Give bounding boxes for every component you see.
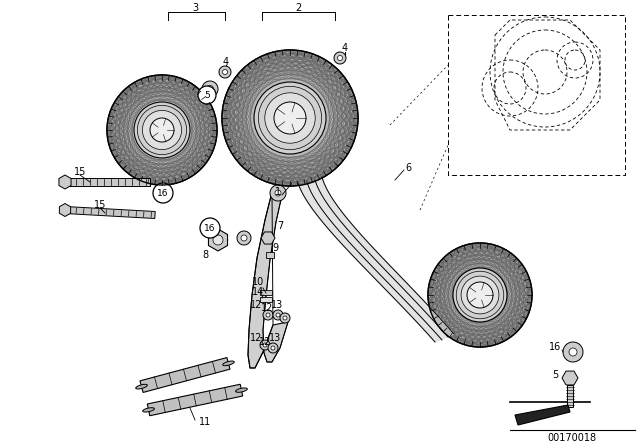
Ellipse shape [143,408,154,412]
Polygon shape [270,185,286,201]
Polygon shape [209,229,228,251]
Text: 3: 3 [192,3,198,13]
Polygon shape [248,192,288,368]
Polygon shape [563,342,583,362]
Circle shape [265,93,315,143]
Text: 11: 11 [199,417,211,427]
Polygon shape [241,235,247,241]
Text: 12: 12 [250,300,262,310]
Polygon shape [207,86,214,92]
Text: 9: 9 [272,243,278,253]
Polygon shape [260,340,270,350]
Circle shape [274,102,306,134]
Polygon shape [337,56,342,60]
Ellipse shape [136,384,147,389]
Text: 16: 16 [549,342,561,352]
Polygon shape [59,175,71,189]
Ellipse shape [236,388,247,392]
Text: 13: 13 [271,300,283,310]
Polygon shape [140,358,230,392]
Bar [567,385,573,407]
Text: 1: 1 [275,187,281,197]
Text: 15: 15 [94,200,106,210]
Polygon shape [569,348,577,356]
Circle shape [134,102,190,158]
Polygon shape [266,313,270,317]
Text: 8: 8 [202,250,208,260]
Bar [260,290,272,295]
Text: 5: 5 [204,90,210,99]
Polygon shape [147,384,243,416]
Text: 4: 4 [223,57,229,67]
Text: 13: 13 [269,333,281,343]
Text: 15: 15 [74,167,86,177]
Polygon shape [261,232,275,244]
Circle shape [254,82,326,154]
Polygon shape [223,69,227,74]
Polygon shape [273,310,283,320]
Polygon shape [280,313,290,323]
Polygon shape [237,231,251,245]
Text: 2: 2 [295,3,301,13]
Polygon shape [276,313,280,317]
Text: 16: 16 [204,224,216,233]
Circle shape [142,110,182,150]
Circle shape [200,218,220,238]
Polygon shape [271,346,275,350]
Text: 12: 12 [250,333,262,343]
Polygon shape [65,178,150,186]
Circle shape [222,50,358,186]
Polygon shape [275,190,281,196]
Text: 4: 4 [342,43,348,53]
Polygon shape [283,316,287,320]
Circle shape [428,243,532,347]
Text: 6: 6 [405,163,411,173]
Circle shape [150,118,174,142]
Polygon shape [65,207,155,219]
Circle shape [461,276,499,314]
Ellipse shape [223,361,234,366]
Circle shape [213,235,223,245]
Bar [266,252,274,258]
Bar [260,297,272,302]
Circle shape [453,268,507,322]
Text: 12: 12 [259,337,271,347]
Polygon shape [60,203,70,216]
Polygon shape [263,310,273,320]
Text: 00170018: 00170018 [547,433,596,443]
Text: 5: 5 [552,370,558,380]
Polygon shape [562,371,578,385]
Circle shape [153,183,173,203]
Circle shape [107,75,217,185]
Polygon shape [219,66,231,78]
Circle shape [467,282,493,308]
Polygon shape [515,405,570,425]
Circle shape [198,86,216,104]
Polygon shape [298,177,454,342]
Polygon shape [334,52,346,64]
Text: 10: 10 [252,277,264,287]
Polygon shape [263,343,267,347]
Polygon shape [202,81,218,97]
Text: 14: 14 [252,287,264,297]
Text: 16: 16 [157,189,169,198]
Polygon shape [268,343,278,353]
Text: 12: 12 [261,303,273,313]
Text: 7: 7 [277,221,283,231]
